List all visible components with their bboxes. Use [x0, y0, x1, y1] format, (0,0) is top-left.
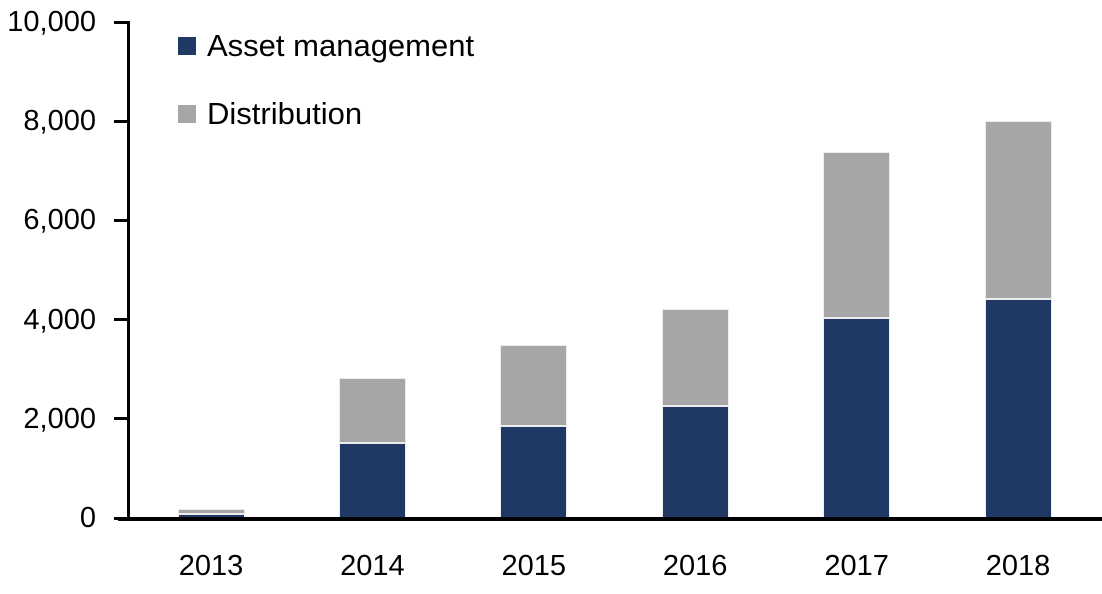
y-axis-line [127, 21, 130, 521]
bar-segment-asset-management [984, 298, 1052, 518]
y-tick-label: 4,000 [23, 303, 96, 336]
legend-label: Asset management [207, 28, 475, 63]
x-category-label: 2014 [340, 550, 405, 582]
legend-swatch-icon [178, 37, 196, 55]
x-category-label: 2013 [178, 550, 244, 582]
y-tick-label: 8,000 [23, 105, 96, 138]
legend-swatch-icon [178, 105, 196, 123]
y-tick-label: 6,000 [23, 204, 96, 237]
x-axis-line [118, 517, 1102, 521]
y-tick-mark [114, 218, 128, 222]
bar-segment-distribution [823, 151, 891, 319]
bar-segment-asset-management [338, 443, 406, 518]
bar-segment-asset-management [823, 318, 891, 518]
x-category-label: 2016 [662, 550, 728, 582]
bar-segment-asset-management [661, 405, 729, 518]
y-tick-label: 0 [79, 502, 96, 534]
bar-segment-distribution [984, 121, 1052, 299]
legend-label: Distribution [207, 96, 363, 131]
x-category-label: 2017 [824, 550, 889, 582]
bar-segment-distribution [338, 378, 406, 444]
y-tick-label: 2,000 [23, 402, 96, 435]
bar-segment-distribution [500, 344, 568, 426]
legend-item-asset-management: Asset management [178, 29, 474, 63]
y-tick-mark [114, 119, 128, 123]
legend-item-distribution: Distribution [178, 97, 362, 131]
y-tick-label: 10,000 [7, 6, 96, 38]
x-category-label: 2018 [985, 550, 1051, 582]
y-tick-mark [114, 20, 128, 24]
bar-segment-asset-management [500, 425, 568, 518]
y-tick-mark [114, 417, 128, 421]
x-category-label: 2015 [501, 550, 567, 582]
bar-segment-distribution [177, 508, 245, 514]
bar-segment-distribution [661, 309, 729, 406]
y-tick-mark [114, 318, 128, 322]
